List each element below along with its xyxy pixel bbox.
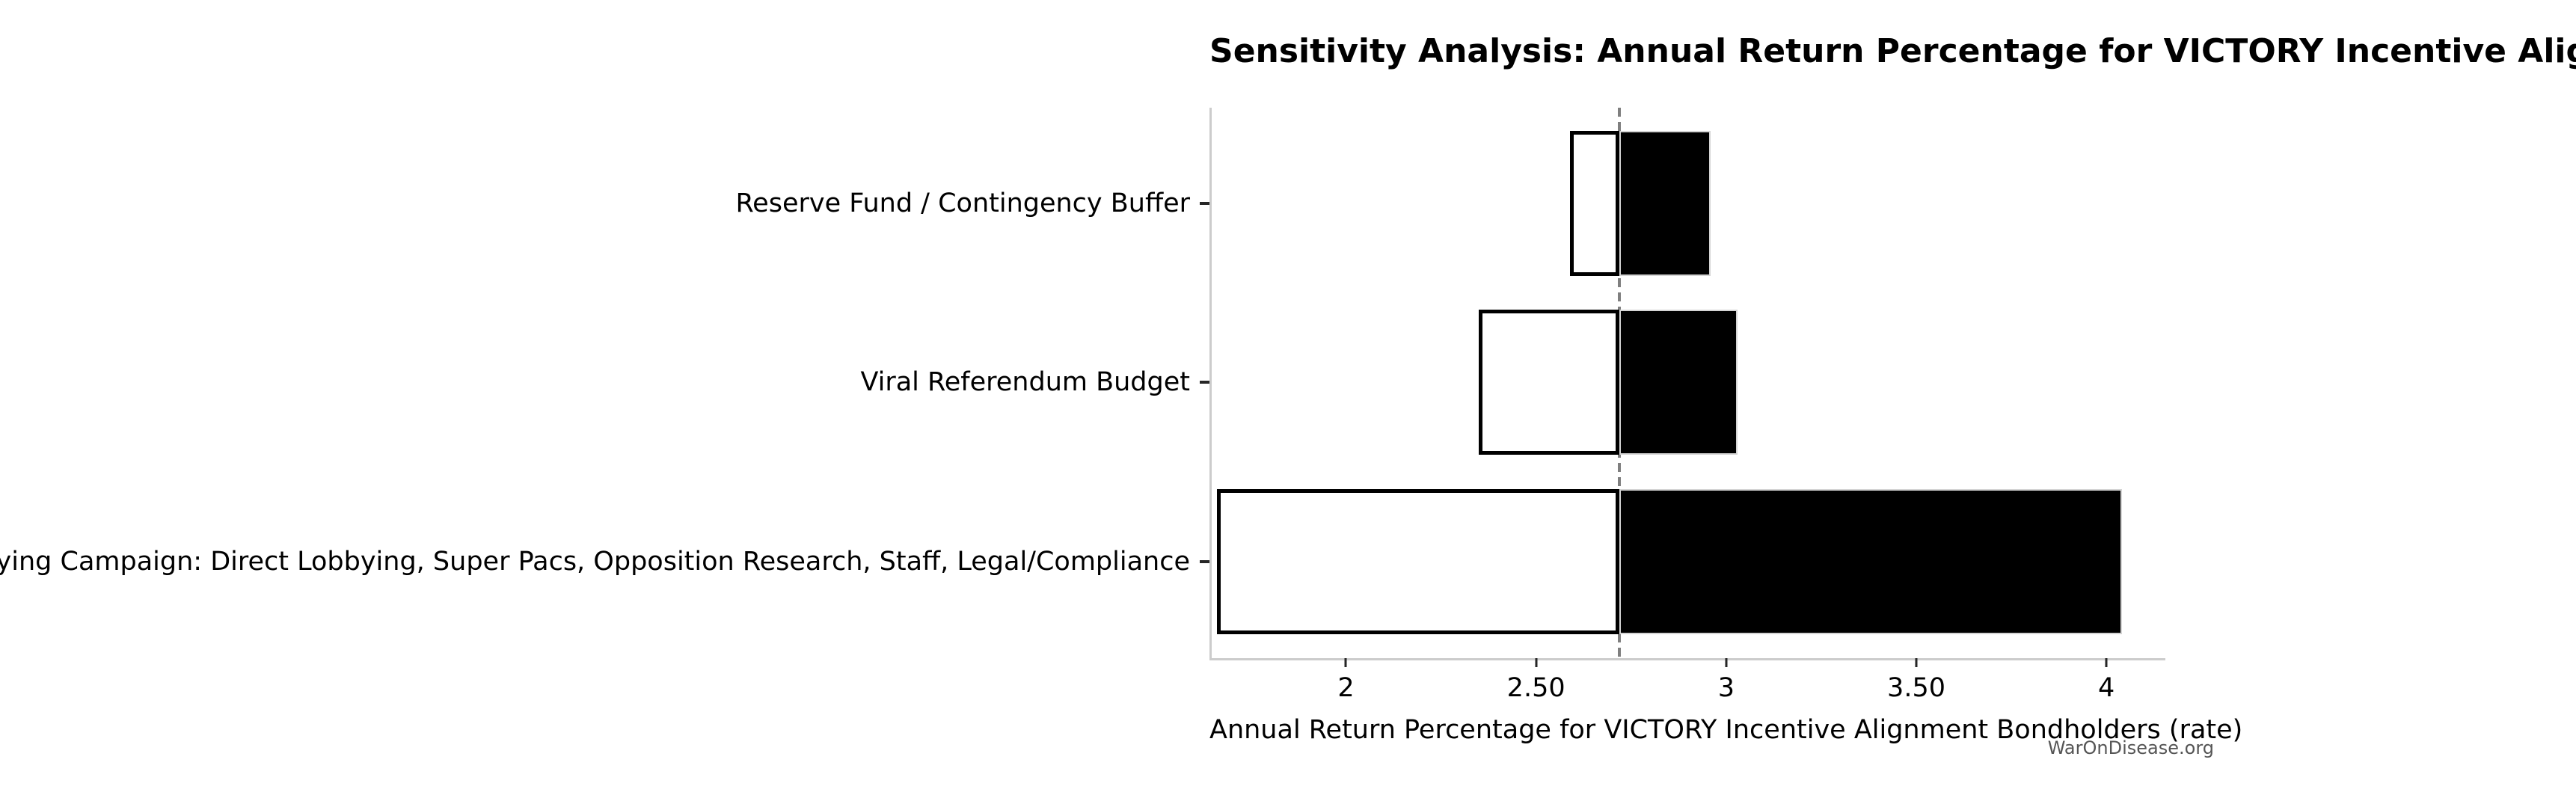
watermark-text: WarOnDisease.org <box>2047 737 2214 758</box>
y-axis-tick <box>1200 201 1209 205</box>
bar-low-segment <box>1479 310 1620 455</box>
x-axis-tick-label: 4 <box>2098 673 2115 703</box>
bar-low-segment <box>1570 130 1620 276</box>
bar-high-segment <box>1619 310 1738 455</box>
x-axis-tick <box>1725 658 1728 667</box>
y-axis-tick <box>1200 381 1209 384</box>
x-axis-tick-label: 3 <box>1717 673 1735 703</box>
x-axis-label: Annual Return Percentage for VICTORY Inc… <box>1209 715 2243 745</box>
x-axis-tick <box>1344 658 1347 667</box>
x-axis-tick <box>2105 658 2108 667</box>
y-axis-category-label: Viral Referendum Budget <box>860 367 1190 397</box>
x-axis-tick-label: 2.50 <box>1506 673 1565 703</box>
y-axis-tick <box>1200 559 1209 563</box>
x-axis-tick <box>1535 658 1538 667</box>
x-axis-tick-label: 3.50 <box>1887 673 1945 703</box>
x-axis-tick-label: 2 <box>1337 673 1355 703</box>
bar-low-segment <box>1216 488 1620 634</box>
bar-high-segment <box>1619 488 2122 634</box>
chart-title: Sensitivity Analysis: Annual Return Perc… <box>1209 32 2576 70</box>
plot-area: Reserve Fund / Contingency Buffer Viral R… <box>0 108 2165 702</box>
x-axis-tick <box>1915 658 1918 667</box>
y-axis-category-label: Reserve Fund / Contingency Buffer <box>735 188 1190 218</box>
bar-high-segment <box>1619 130 1711 276</box>
y-axis-category-label: Political Lobbying Campaign: Direct Lobb… <box>0 546 1190 577</box>
